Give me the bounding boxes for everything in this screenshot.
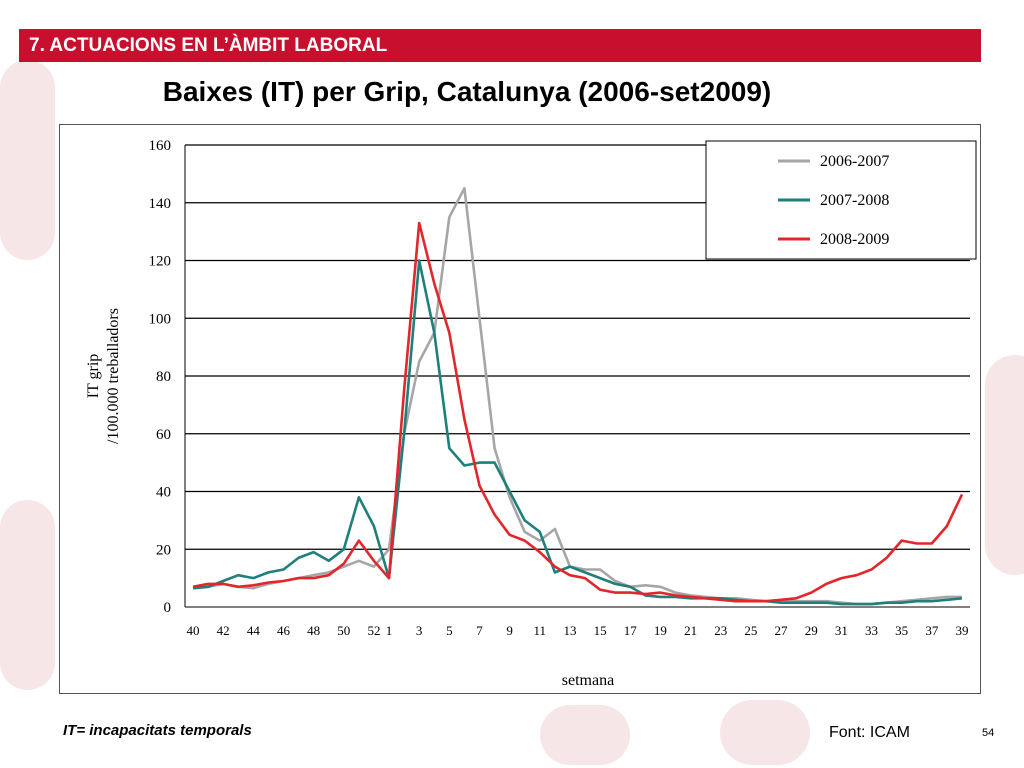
legend: 2006-2007 2007-2008 2008-2009 bbox=[705, 140, 977, 260]
x-tick-label: 46 bbox=[277, 623, 291, 638]
y-tick-label: 160 bbox=[149, 138, 172, 154]
x-tick-label: 31 bbox=[835, 623, 848, 638]
slide-title: Baixes (IT) per Grip, Catalunya (2006-se… bbox=[162, 76, 772, 107]
x-tick-labels: 40 42 44 46 48 50 52 1 3 5 7 9 11 13 15 17 19 21 23 25 27 29 3… bbox=[187, 623, 969, 638]
legend-label: 2006-2007 bbox=[820, 153, 889, 170]
x-tick-label: 33 bbox=[865, 623, 878, 638]
source-label: Font: ICAM bbox=[829, 724, 910, 741]
x-tick-label: 39 bbox=[956, 623, 969, 638]
x-tick-label: 1 bbox=[386, 623, 393, 638]
footnote: IT= incapacitats temporals bbox=[63, 722, 252, 739]
y-axis-label-line: /100.000 treballadors bbox=[105, 308, 122, 444]
legend-label: 2008-2009 bbox=[820, 231, 889, 248]
x-tick-label: 35 bbox=[895, 623, 908, 638]
y-tick-label: 100 bbox=[149, 311, 172, 327]
legend-box bbox=[705, 140, 977, 260]
axes bbox=[184, 145, 970, 608]
y-tick-label: 60 bbox=[156, 427, 171, 443]
series-line-2007-2008 bbox=[192, 259, 963, 606]
y-tick-label: 120 bbox=[149, 254, 172, 270]
background-watermark bbox=[720, 700, 810, 765]
background-watermark bbox=[0, 500, 55, 690]
y-tick-label: 0 bbox=[164, 600, 172, 616]
section-header: 7. ACTUACIONS EN L’ÀMBIT LABORAL bbox=[19, 29, 981, 62]
y-tick-label: 40 bbox=[156, 485, 171, 501]
x-tick-label: 23 bbox=[714, 623, 727, 638]
x-tick-label: 50 bbox=[337, 623, 350, 638]
x-tick-label: 13 bbox=[563, 623, 576, 638]
x-tick-label: 48 bbox=[307, 623, 320, 638]
x-tick-label: 37 bbox=[925, 623, 939, 638]
x-tick-label: 17 bbox=[624, 623, 638, 638]
background-watermark bbox=[0, 60, 55, 260]
chart-frame: 0 20 40 60 80 100 120 140 160 40 42 44 46 48 50 52 1 3 5 7… bbox=[59, 124, 981, 694]
x-tick-label: 9 bbox=[506, 623, 513, 638]
x-tick-label: 40 bbox=[187, 623, 200, 638]
series-line-2008-2009 bbox=[192, 221, 964, 603]
legend-label: 2007-2008 bbox=[820, 192, 889, 209]
y-axis-label: IT grip/100.000 treballadors bbox=[85, 308, 122, 444]
x-tick-label: 19 bbox=[654, 623, 667, 638]
background-watermark bbox=[985, 355, 1024, 575]
background-watermark bbox=[540, 705, 630, 765]
y-tick-label: 140 bbox=[149, 196, 172, 212]
x-tick-label: 7 bbox=[476, 623, 483, 638]
y-axis-label-line: IT grip bbox=[85, 354, 102, 399]
y-tick-label: 80 bbox=[156, 369, 171, 385]
y-tick-label: 20 bbox=[156, 542, 171, 558]
x-tick-label: 29 bbox=[805, 623, 818, 638]
x-tick-label: 27 bbox=[775, 623, 789, 638]
x-tick-label: 25 bbox=[744, 623, 757, 638]
x-tick-label: 42 bbox=[217, 623, 230, 638]
x-tick-label: 21 bbox=[684, 623, 697, 638]
x-tick-label: 44 bbox=[247, 623, 261, 638]
x-tick-label: 3 bbox=[416, 623, 423, 638]
x-tick-label: 52 bbox=[367, 623, 380, 638]
x-tick-label: 15 bbox=[594, 623, 607, 638]
series-line-2006-2007 bbox=[192, 186, 962, 606]
x-axis-label: setmana bbox=[562, 672, 614, 689]
x-tick-label: 5 bbox=[446, 623, 453, 638]
x-tick-label: 11 bbox=[534, 623, 547, 638]
y-tick-labels: 0 20 40 60 80 100 120 140 160 bbox=[149, 138, 172, 616]
series-lines bbox=[192, 186, 964, 606]
page-number: 54 bbox=[982, 727, 995, 739]
